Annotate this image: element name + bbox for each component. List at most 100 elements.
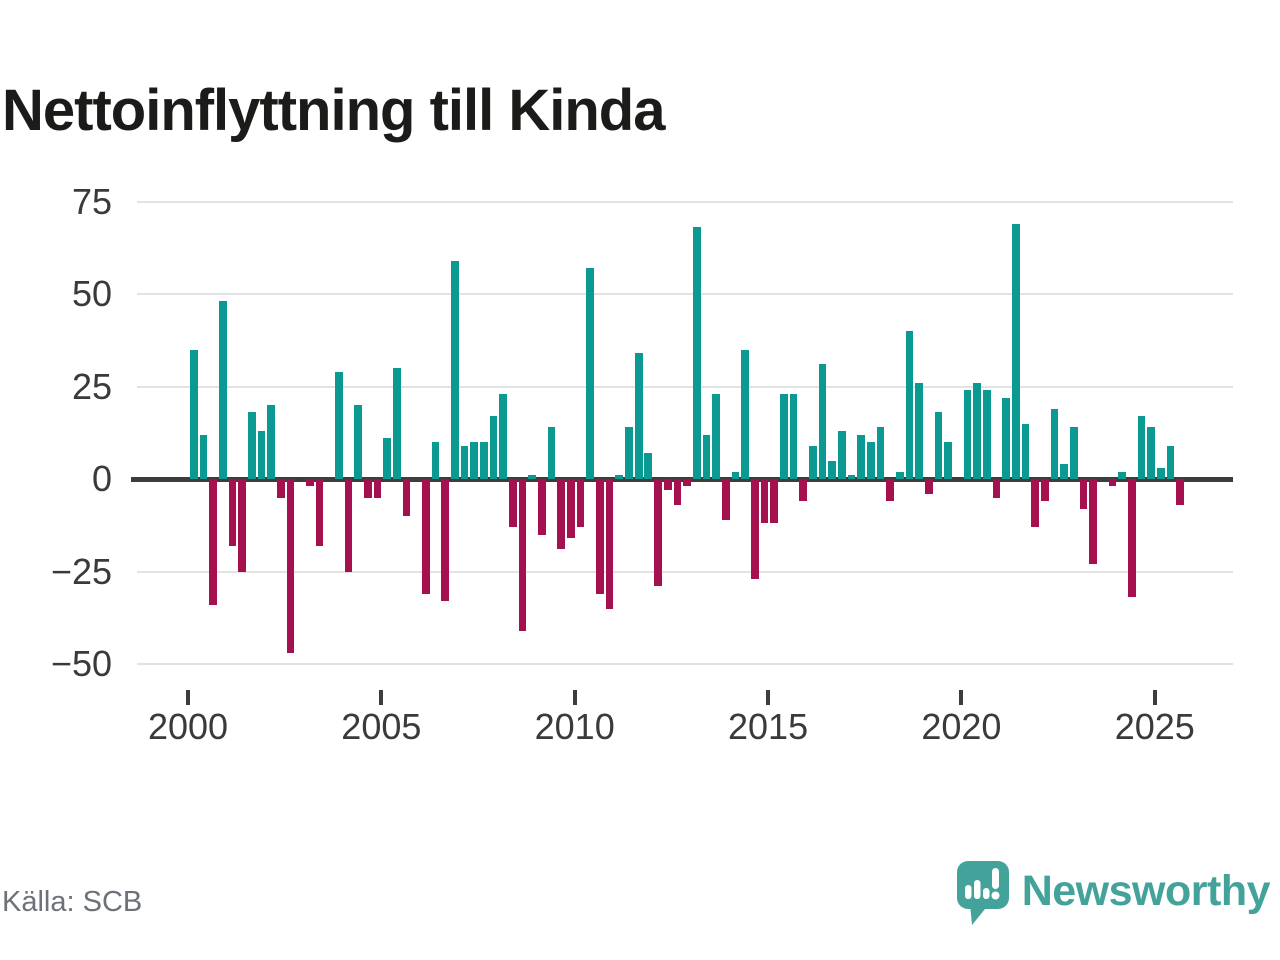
bar-2024Q3 xyxy=(1137,416,1146,479)
bar-2011Q1 xyxy=(615,475,624,479)
bar-2012Q1 xyxy=(654,479,662,587)
bar-2020Q3 xyxy=(982,390,991,479)
bar-2015Q3 xyxy=(789,393,798,479)
bar-2025Q2 xyxy=(1166,445,1175,479)
bar-2001Q1 xyxy=(228,479,237,546)
y-axis-label-25: 25 xyxy=(71,365,112,407)
bar-2020Q1 xyxy=(963,390,972,479)
gridline--50 xyxy=(137,663,1233,665)
chart-title: Nettoinflyttning till Kinda xyxy=(2,77,665,143)
bar-2016Q1 xyxy=(808,445,817,479)
bar-2003Q2 xyxy=(315,479,324,546)
bar-2012Q4 xyxy=(683,479,691,487)
bar-2014Q4 xyxy=(760,479,769,524)
bar-2022Q3 xyxy=(1060,464,1068,479)
bar-2016Q4 xyxy=(837,430,846,479)
gridline-75 xyxy=(137,200,1233,203)
bar-2007Q4 xyxy=(489,416,498,479)
bar-2013Q2 xyxy=(702,434,711,479)
bar-2022Q1 xyxy=(1040,479,1049,502)
bar-2010Q2 xyxy=(586,268,595,479)
bar-2008Q2 xyxy=(509,479,517,528)
newsworthy-logo: Newsworthy xyxy=(956,860,1271,926)
y-axis-label-0: 0 xyxy=(91,458,112,499)
bar-2002Q2 xyxy=(277,479,285,498)
y-axis-label--50: −50 xyxy=(50,643,112,684)
bar-2009Q1 xyxy=(538,479,546,535)
bar-2018Q4 xyxy=(915,382,923,479)
bar-2021Q1 xyxy=(1002,397,1010,479)
bar-2020Q2 xyxy=(973,382,981,479)
x-axis-tick-2025 xyxy=(1152,690,1157,705)
bar-2019Q2 xyxy=(934,412,943,479)
x-axis-tick-2020 xyxy=(959,690,964,705)
bar-2015Q4 xyxy=(799,479,807,502)
bar-2000Q3 xyxy=(209,479,218,605)
x-axis-label-2000: 2000 xyxy=(147,706,229,747)
bar-2017Q3 xyxy=(866,442,875,479)
bar-2025Q3 xyxy=(1176,479,1185,505)
bar-2015Q2 xyxy=(779,393,788,479)
bar-2012Q3 xyxy=(673,479,682,505)
bar-2013Q3 xyxy=(712,393,720,479)
bar-2016Q3 xyxy=(828,460,836,479)
bar-2007Q1 xyxy=(460,445,469,479)
bar-2016Q2 xyxy=(818,364,827,479)
bar-2024Q4 xyxy=(1147,427,1156,479)
bar-2013Q1 xyxy=(692,227,701,479)
bar-2004Q1 xyxy=(344,479,353,572)
bar-2008Q3 xyxy=(518,479,527,631)
bar-2006Q4 xyxy=(451,260,459,479)
bar-2014Q3 xyxy=(750,479,759,579)
x-axis-label-2015: 2015 xyxy=(728,706,809,747)
bar-2011Q3 xyxy=(634,353,643,479)
bar-2012Q2 xyxy=(663,479,672,491)
bar-2018Q1 xyxy=(886,479,894,502)
bar-2021Q2 xyxy=(1011,223,1020,479)
bar-2002Q1 xyxy=(267,405,276,479)
bar-2021Q3 xyxy=(1021,423,1030,479)
bar-2009Q3 xyxy=(557,479,566,550)
bar-2025Q1 xyxy=(1157,467,1165,479)
bar-2000Q4 xyxy=(219,301,227,479)
bar-2014Q2 xyxy=(741,349,749,479)
bar-2009Q2 xyxy=(547,427,556,479)
bar-2006Q1 xyxy=(422,479,430,594)
bar-2001Q3 xyxy=(248,412,256,479)
bar-2001Q4 xyxy=(257,430,266,479)
bar-2014Q1 xyxy=(731,471,740,479)
bar-2017Q4 xyxy=(876,427,885,479)
x-axis-label-2020: 2020 xyxy=(921,706,1002,747)
bar-2024Q1 xyxy=(1118,471,1126,479)
bar-2023Q4 xyxy=(1108,479,1117,487)
bar-2004Q4 xyxy=(373,479,382,498)
bar-2023Q2 xyxy=(1089,479,1097,565)
x-axis-tick-2005 xyxy=(379,690,384,705)
bar-2008Q1 xyxy=(499,393,508,479)
bar-2024Q2 xyxy=(1127,479,1136,598)
bar-2015Q1 xyxy=(770,479,778,524)
bar-2002Q3 xyxy=(286,479,295,653)
bar-2001Q2 xyxy=(238,479,247,572)
bar-2006Q3 xyxy=(441,479,450,602)
bar-2018Q3 xyxy=(905,331,914,479)
bar-2005Q2 xyxy=(393,368,401,479)
bar-2019Q3 xyxy=(944,442,952,479)
gridline-50 xyxy=(137,293,1233,295)
newsworthy-logo-text: Newsworthy xyxy=(1021,866,1271,915)
gridline--25 xyxy=(137,570,1233,573)
bar-2000Q1 xyxy=(190,349,198,479)
bar-2006Q2 xyxy=(431,442,440,479)
bar-2003Q4 xyxy=(335,371,343,479)
bar-2010Q3 xyxy=(596,479,604,594)
x-axis-tick-2000 xyxy=(186,690,190,705)
bar-2007Q2 xyxy=(470,442,479,479)
x-axis-label-2005: 2005 xyxy=(341,706,422,747)
bar-2021Q4 xyxy=(1031,479,1039,528)
bar-2009Q4 xyxy=(567,479,575,539)
bar-2004Q3 xyxy=(364,479,372,498)
x-axis-label-2010: 2010 xyxy=(534,706,615,747)
y-axis-label-50: 50 xyxy=(71,273,112,314)
bar-2000Q2 xyxy=(199,434,208,479)
